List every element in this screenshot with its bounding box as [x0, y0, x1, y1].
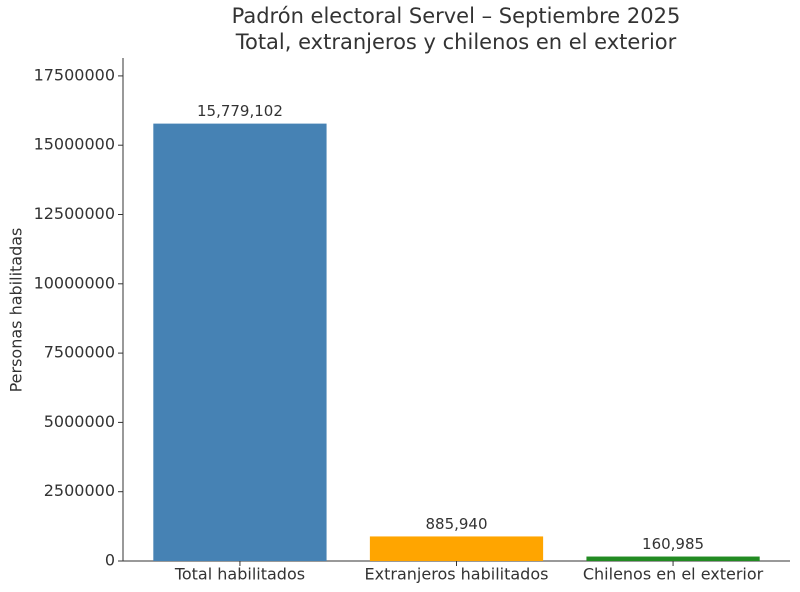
y-tick-label: 0 [105, 551, 115, 570]
x-tick-label: Extranjeros habilitados [365, 565, 549, 584]
bar [369, 536, 544, 561]
y-axis-label: Personas habilitadas [7, 228, 26, 393]
bar [586, 556, 760, 561]
chart-title: Padrón electoral Servel – Septiembre 202… [232, 4, 681, 28]
value-label: 160,985 [642, 535, 704, 553]
value-label: 15,779,102 [197, 102, 283, 120]
chart-subtitle: Total, extranjeros y chilenos en el exte… [235, 30, 677, 54]
value-label: 885,940 [425, 515, 487, 533]
y-tick-label: 15000000 [34, 135, 115, 154]
y-tick-label: 17500000 [34, 65, 115, 84]
y-tick-label: 7500000 [44, 343, 115, 362]
bar [153, 123, 327, 561]
y-tick-label: 5000000 [44, 412, 115, 431]
y-tick-label: 12500000 [34, 204, 115, 223]
y-tick-label: 10000000 [34, 273, 115, 292]
y-tick-label: 2500000 [44, 481, 115, 500]
x-tick-label: Total habilitados [174, 565, 305, 584]
x-tick-label: Chilenos en el exterior [583, 565, 764, 584]
